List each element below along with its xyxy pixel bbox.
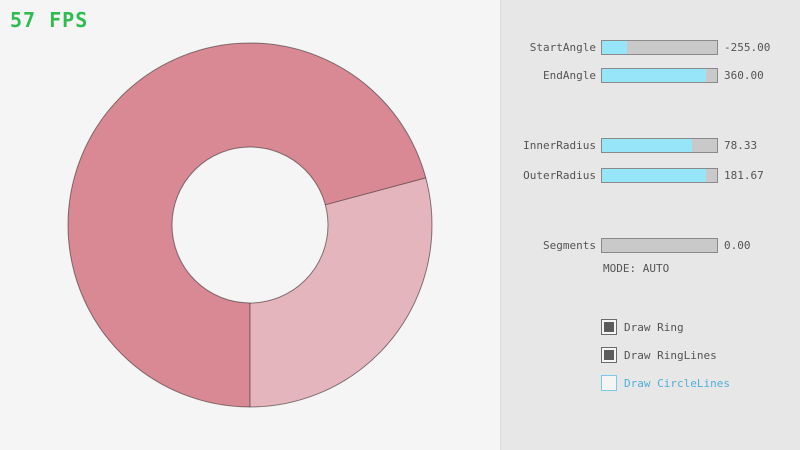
ring-hole xyxy=(172,147,328,303)
outer-radius-label: OuterRadius xyxy=(523,169,596,182)
ring-canvas xyxy=(67,42,433,408)
draw-circlelines-checkbox[interactable] xyxy=(601,375,617,391)
draw-ringlines-checkbox[interactable] xyxy=(601,347,617,363)
end-angle-slider-fill xyxy=(602,69,706,82)
slider-row-inner-radius: InnerRadius 78.33 xyxy=(501,138,757,153)
slider-row-end-angle: EndAngle 360.00 xyxy=(501,68,764,83)
ring-outer-line xyxy=(67,42,433,408)
ring-single-sector xyxy=(250,177,433,407)
draw-ring-label: Draw Ring xyxy=(624,320,684,334)
segments-mode-text: MODE: AUTO xyxy=(603,262,670,275)
fps-counter: 57 FPS xyxy=(10,8,89,32)
outer-radius-value: 181.67 xyxy=(724,169,764,182)
draw-circlelines-label: Draw CircleLines xyxy=(624,376,730,390)
draw-ringlines-label: Draw RingLines xyxy=(624,348,717,362)
ring-lines xyxy=(67,42,433,408)
inner-radius-slider-fill xyxy=(602,139,693,152)
check-row-draw-ringlines: Draw RingLines xyxy=(601,347,717,363)
ring-start-angle-line xyxy=(325,177,426,206)
draw-ring-checkbox[interactable] xyxy=(601,319,617,335)
inner-radius-slider[interactable] xyxy=(601,138,718,153)
check-row-draw-ring: Draw Ring xyxy=(601,319,684,335)
segments-value: 0.00 xyxy=(724,239,751,252)
segments-label: Segments xyxy=(543,239,596,252)
start-angle-label: StartAngle xyxy=(529,41,596,54)
ring-inner-line xyxy=(171,146,329,304)
outer-radius-slider-fill xyxy=(602,169,707,182)
inner-radius-label: InnerRadius xyxy=(523,139,596,152)
start-angle-slider-fill xyxy=(602,41,627,54)
start-angle-value: -255.00 xyxy=(724,41,771,54)
check-row-draw-circlelines: Draw CircleLines xyxy=(601,375,730,391)
end-angle-label: EndAngle xyxy=(543,69,596,82)
end-angle-value: 360.00 xyxy=(724,69,764,82)
segments-slider[interactable] xyxy=(601,238,718,253)
slider-row-segments: Segments 0.00 xyxy=(501,238,751,253)
outer-radius-slider[interactable] xyxy=(601,168,718,183)
start-angle-slider[interactable] xyxy=(601,40,718,55)
end-angle-slider[interactable] xyxy=(601,68,718,83)
slider-row-start-angle: StartAngle -255.00 xyxy=(501,40,770,55)
control-panel: StartAngle -255.00 EndAngle 360.00 Inner… xyxy=(500,0,800,450)
inner-radius-value: 78.33 xyxy=(724,139,758,152)
slider-row-outer-radius: OuterRadius 181.67 xyxy=(501,168,764,183)
